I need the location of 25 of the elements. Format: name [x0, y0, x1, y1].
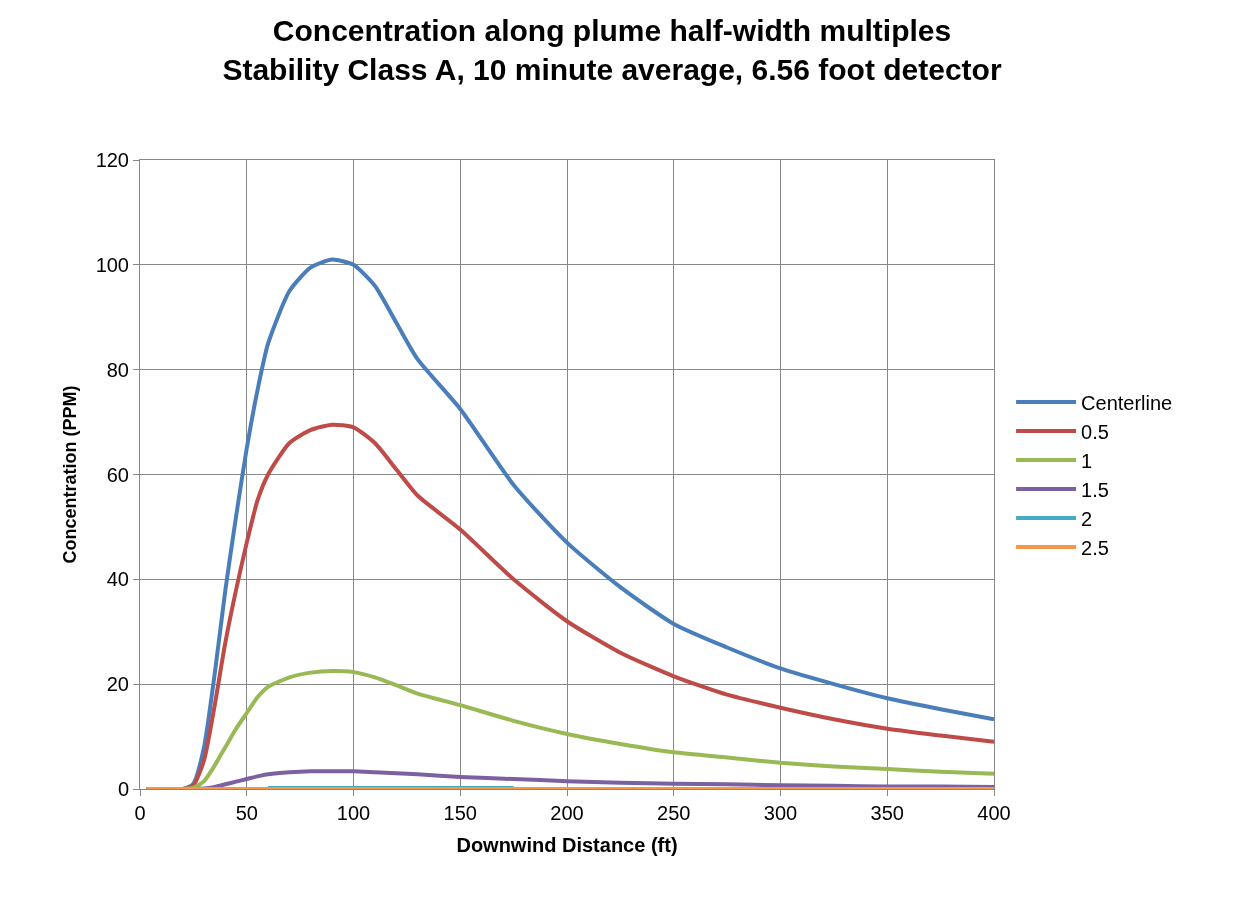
y-tick-label: 40 — [106, 568, 129, 591]
x-axis-title: Downwind Distance (ft) — [456, 833, 678, 856]
legend-label: Centerline — [1081, 391, 1173, 414]
y-tick-label: 60 — [106, 463, 129, 486]
x-tick-label: 250 — [657, 802, 691, 824]
x-tick-label: 350 — [870, 802, 904, 824]
x-tick-label: 300 — [763, 802, 798, 824]
x-tick-label: 50 — [235, 802, 258, 824]
y-tick-label: 80 — [106, 358, 129, 381]
x-tick-label: 200 — [550, 802, 584, 824]
legend-label: 2 — [1081, 507, 1093, 530]
legend-label: 2.5 — [1081, 536, 1109, 559]
legend-label: 1 — [1081, 449, 1093, 472]
x-tick-label: 150 — [443, 802, 477, 824]
legend-label: 1.5 — [1081, 478, 1109, 501]
y-tick-label: 120 — [95, 149, 129, 171]
y-axis-title: Concentration (PPM) — [59, 385, 80, 564]
chart-title: Concentration along plume half-width multiples Stability Class A, 10 minute average, 6.56 foot detector — [222, 13, 1002, 86]
y-tick-label: 0 — [117, 778, 129, 800]
legend-label: 0.5 — [1081, 420, 1109, 443]
y-tick-label: 100 — [95, 253, 129, 276]
y-tick-label: 20 — [106, 673, 129, 696]
x-tick-label: 0 — [134, 802, 146, 824]
x-tick-label: 400 — [977, 802, 1011, 824]
x-tick-label: 100 — [336, 802, 371, 824]
